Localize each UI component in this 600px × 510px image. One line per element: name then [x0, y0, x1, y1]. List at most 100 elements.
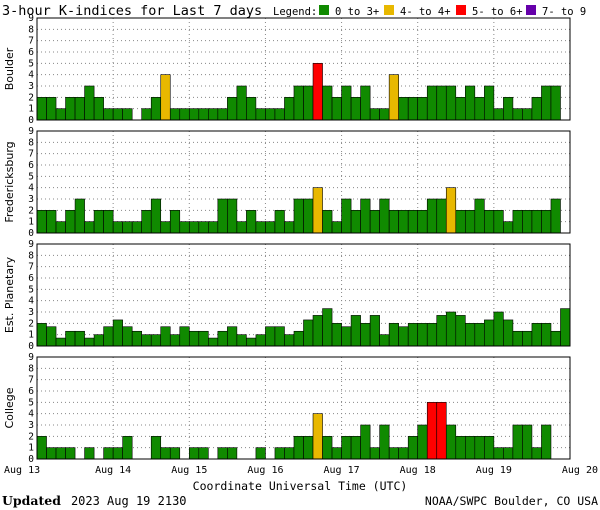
legend-entry-purple: 7- to 9 [542, 6, 586, 18]
chart-title: 3-hour K-indices for Last 7 days [2, 3, 262, 19]
k-index-bar [227, 447, 238, 460]
k-index-bar [445, 85, 457, 121]
k-index-bar [360, 323, 371, 347]
k-index-bar [312, 413, 323, 460]
k-index-bar [150, 198, 162, 234]
k-index-bar [112, 319, 123, 347]
credit-text: NOAA/SWPC Boulder, CO USA [425, 494, 598, 508]
k-index-bar [503, 97, 514, 121]
y-tick-label: 6 [28, 47, 34, 58]
k-index-bar [331, 221, 342, 234]
k-index-bar [198, 330, 209, 347]
y-tick-label: 1 [28, 443, 34, 454]
k-index-bar [274, 210, 285, 234]
k-index-bar [284, 221, 295, 234]
k-index-bar [350, 97, 361, 121]
k-index-bar [293, 436, 304, 460]
k-index-bar [312, 315, 323, 347]
legend-entry-green: 0 to 3+ [335, 6, 379, 18]
panels: 0123456789Boulder0123456789Fredericksbur… [3, 13, 571, 465]
legend-swatch-green [319, 5, 329, 15]
legend-label: Legend: [273, 6, 317, 18]
k-index-bar [360, 85, 371, 121]
k-index-bar [398, 210, 409, 234]
k-index-bar [512, 424, 523, 460]
k-index-bar [350, 210, 361, 234]
k-index-bar [293, 85, 304, 121]
legend-swatch-red [456, 5, 466, 15]
k-index-bar [341, 326, 352, 347]
y-tick-label: 0 [28, 341, 34, 352]
panel-label: Fredericksburg [3, 141, 16, 222]
k-index-bar [417, 210, 428, 234]
k-index-bar [541, 85, 552, 121]
k-index-bar [312, 63, 323, 121]
k-index-bar [46, 210, 57, 234]
legend-entry-red: 5- to 6+ [472, 6, 523, 18]
k-index-bar [179, 108, 190, 121]
updated-value: 2023 Aug 19 2130 [71, 494, 187, 508]
k-index-bar [445, 187, 457, 234]
k-index-bar [265, 326, 276, 347]
y-tick-label: 3 [28, 81, 34, 92]
y-tick-label: 6 [28, 273, 34, 284]
k-index-bar [369, 108, 380, 121]
k-index-bar [150, 97, 162, 121]
k-index-bar [398, 447, 409, 460]
k-index-bar [322, 308, 333, 347]
legend: 0 to 3+ 4- to 4+ 5- to 6+ 7- to 9 [319, 5, 586, 18]
k-index-bar [398, 326, 409, 347]
y-tick-label: 3 [28, 420, 34, 431]
k-index-bar [331, 447, 342, 460]
k-index-bar [227, 97, 238, 121]
k-index-bar [303, 198, 314, 234]
k-index-bar [464, 436, 476, 460]
k-index-bar [217, 447, 228, 460]
y-tick-label: 0 [28, 454, 34, 465]
k-index-bar [493, 447, 504, 460]
k-index-bar [531, 210, 542, 234]
x-tick-label: Aug 20 [562, 465, 598, 476]
k-index-bar [331, 97, 342, 121]
k-index-bar [236, 85, 247, 121]
x-tick-label: Aug 17 [324, 465, 360, 476]
k-index-bar [303, 319, 314, 347]
updated-label: Updated [2, 493, 61, 508]
k-index-bar [255, 447, 266, 460]
y-tick-label: 1 [28, 330, 34, 341]
legend-entry-yellow: 4- to 4+ [400, 6, 451, 18]
k-index-bar [322, 210, 333, 234]
k-index-bar [160, 74, 171, 121]
k-index-bar [293, 198, 304, 234]
k-index-bar [426, 402, 438, 460]
k-index-bar [493, 108, 504, 121]
k-index-bar [426, 323, 438, 347]
panel-frame [36, 243, 571, 347]
k-index-bar [531, 447, 542, 460]
x-tick-label: Aug 13 [4, 465, 40, 476]
y-tick-label: 7 [28, 262, 34, 273]
k-index-bar [284, 334, 295, 347]
k-index-bar [227, 198, 238, 234]
y-tick-label: 9 [28, 126, 34, 137]
k-index-bar [93, 210, 104, 234]
k-index-bar [293, 330, 304, 347]
k-index-bar [360, 424, 371, 460]
y-tick-label: 3 [28, 194, 34, 205]
k-index-bar [407, 436, 419, 460]
x-tick-label: Aug 19 [476, 465, 512, 476]
k-index-bar [503, 319, 514, 347]
k-index-bar [512, 210, 523, 234]
k-index-bar [274, 326, 285, 347]
k-index-bar [46, 326, 57, 347]
k-index-bar [246, 337, 257, 347]
k-index-bar [417, 97, 428, 121]
k-index-bar [246, 97, 257, 121]
k-index-bar [303, 436, 314, 460]
panel-frame [36, 356, 571, 460]
y-tick-label: 9 [28, 13, 34, 24]
k-index-bar [398, 97, 409, 121]
k-index-bar [417, 323, 428, 347]
